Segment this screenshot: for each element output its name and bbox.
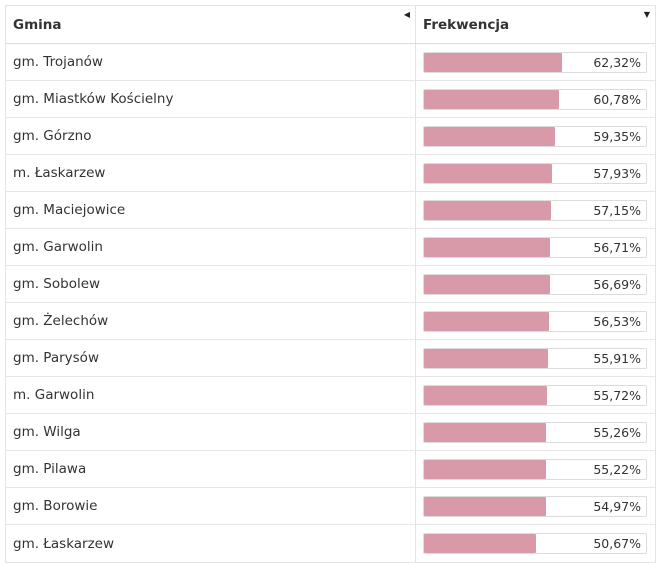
table-row: gm. Parysów 55,91% <box>6 340 655 377</box>
gmina-name: gm. Maciejowice <box>6 192 416 228</box>
column-header-frekwencja[interactable]: Frekwencja ▼ <box>416 6 655 43</box>
turnout-cell: 56,71% <box>416 229 655 265</box>
table-row: m. Łaskarzew 57,93% <box>6 155 655 192</box>
turnout-value: 55,22% <box>593 461 641 477</box>
column-header-frekwencja-label: Frekwencja <box>423 16 510 33</box>
turnout-cell: 57,15% <box>416 192 655 228</box>
column-header-gmina-label: Gmina <box>13 16 62 33</box>
turnout-value: 50,67% <box>593 536 641 551</box>
gmina-name: gm. Sobolew <box>6 266 416 302</box>
turnout-cell: 57,93% <box>416 155 655 191</box>
turnout-value: 57,15% <box>593 202 641 218</box>
gmina-name: gm. Górzno <box>6 118 416 154</box>
turnout-bar-fill <box>424 422 547 442</box>
gmina-name: gm. Łaskarzew <box>6 525 416 562</box>
column-header-gmina[interactable]: Gmina ◀ <box>6 6 416 43</box>
table-row: gm. Pilawa 55,22% <box>6 451 655 488</box>
turnout-cell: 59,35% <box>416 118 655 154</box>
turnout-cell: 50,67% <box>416 525 655 562</box>
gmina-name: gm. Parysów <box>6 340 416 376</box>
gmina-name: gm. Żelechów <box>6 303 416 339</box>
gmina-name: gm. Pilawa <box>6 451 416 487</box>
turnout-bar-fill <box>424 163 553 183</box>
turnout-bar: 54,97% <box>423 495 647 517</box>
turnout-bar: 56,71% <box>423 236 647 258</box>
turnout-bar: 56,53% <box>423 310 647 332</box>
triangle-down-icon[interactable]: ▼ <box>643 10 650 19</box>
table-row: m. Garwolin 55,72% <box>6 377 655 414</box>
turnout-bar-fill <box>424 52 562 72</box>
turnout-bar-fill <box>424 274 550 294</box>
turnout-bar: 59,35% <box>423 125 647 147</box>
table-row: gm. Żelechów 56,53% <box>6 303 655 340</box>
gmina-name: m. Garwolin <box>6 377 416 413</box>
turnout-cell: 55,72% <box>416 377 655 413</box>
turnout-bar-fill <box>424 237 550 257</box>
turnout-bar-fill <box>424 311 550 331</box>
table-row: gm. Sobolew 56,69% <box>6 266 655 303</box>
triangle-left-icon[interactable]: ◀ <box>403 10 410 19</box>
turnout-bar: 57,93% <box>423 162 647 184</box>
table-body: gm. Trojanów 62,32% gm. Miastków Kościelny… <box>6 44 655 562</box>
turnout-cell: 54,97% <box>416 488 655 524</box>
gmina-name: gm. Trojanów <box>6 44 416 80</box>
turnout-bar-fill <box>424 200 551 220</box>
turnout-value: 55,72% <box>593 387 641 403</box>
turnout-bar: 56,69% <box>423 273 647 295</box>
turnout-bar-fill <box>424 496 546 516</box>
table-row: gm. Wilga 55,26% <box>6 414 655 451</box>
turnout-bar: 62,32% <box>423 51 647 73</box>
turnout-cell: 56,69% <box>416 266 655 302</box>
table-header: Gmina ◀ Frekwencja ▼ <box>6 6 655 44</box>
turnout-bar-fill <box>424 534 537 553</box>
turnout-value: 59,35% <box>593 128 641 144</box>
turnout-bar: 50,67% <box>423 533 647 554</box>
turnout-value: 56,53% <box>593 313 641 329</box>
turnout-bar-fill <box>424 348 548 368</box>
turnout-table: Gmina ◀ Frekwencja ▼ gm. Trojanów 62,32% g… <box>5 5 656 563</box>
turnout-cell: 55,26% <box>416 414 655 450</box>
turnout-bar: 55,91% <box>423 347 647 369</box>
turnout-cell: 55,91% <box>416 340 655 376</box>
turnout-value: 55,91% <box>593 350 641 366</box>
turnout-bar-fill <box>424 385 548 405</box>
table-row: gm. Trojanów 62,32% <box>6 44 655 81</box>
gmina-name: gm. Borowie <box>6 488 416 524</box>
table-row: gm. Górzno 59,35% <box>6 118 655 155</box>
turnout-value: 57,93% <box>593 165 641 181</box>
turnout-bar-fill <box>424 126 556 146</box>
turnout-bar: 55,26% <box>423 421 647 443</box>
turnout-bar: 57,15% <box>423 199 647 221</box>
turnout-value: 55,26% <box>593 424 641 440</box>
table-row: gm. Miastków Kościelny 60,78% <box>6 81 655 118</box>
turnout-cell: 60,78% <box>416 81 655 117</box>
turnout-cell: 56,53% <box>416 303 655 339</box>
turnout-bar-fill <box>424 89 559 109</box>
turnout-bar-fill <box>424 459 547 479</box>
turnout-cell: 62,32% <box>416 44 655 80</box>
turnout-value: 56,71% <box>593 239 641 255</box>
turnout-value: 54,97% <box>593 498 641 514</box>
gmina-name: gm. Miastków Kościelny <box>6 81 416 117</box>
turnout-cell: 55,22% <box>416 451 655 487</box>
turnout-value: 56,69% <box>593 276 641 292</box>
table-row: gm. Łaskarzew 50,67% <box>6 525 655 562</box>
gmina-name: gm. Wilga <box>6 414 416 450</box>
table-row: gm. Garwolin 56,71% <box>6 229 655 266</box>
table-row: gm. Borowie 54,97% <box>6 488 655 525</box>
turnout-bar: 55,72% <box>423 384 647 406</box>
turnout-value: 62,32% <box>593 54 641 70</box>
gmina-name: m. Łaskarzew <box>6 155 416 191</box>
table-row: gm. Maciejowice 57,15% <box>6 192 655 229</box>
turnout-bar: 60,78% <box>423 88 647 110</box>
gmina-name: gm. Garwolin <box>6 229 416 265</box>
turnout-bar: 55,22% <box>423 458 647 480</box>
turnout-value: 60,78% <box>593 91 641 107</box>
